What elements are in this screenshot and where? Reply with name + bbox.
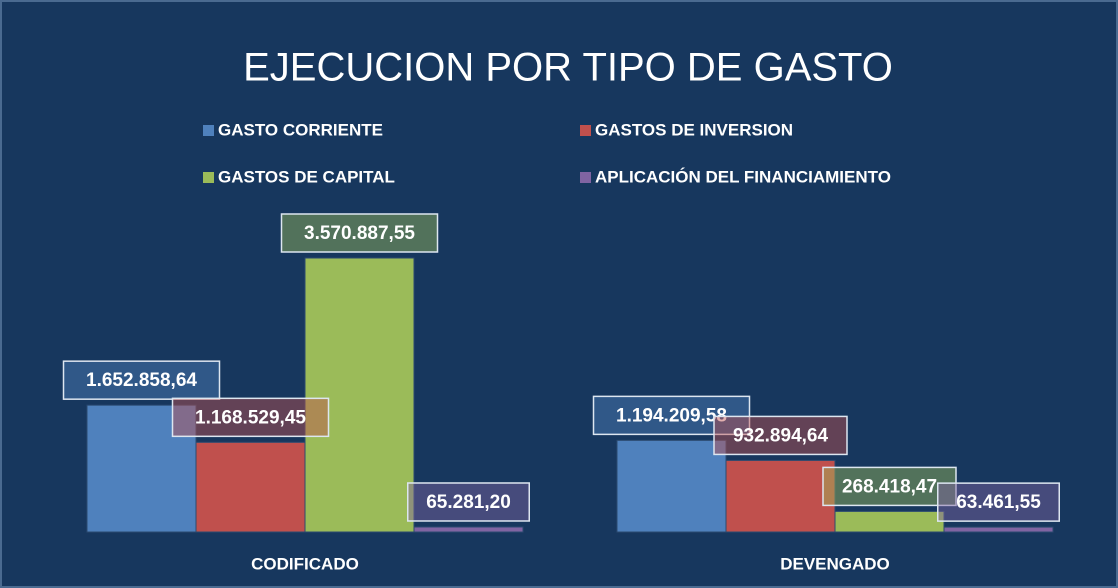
bar <box>725 459 836 533</box>
bar <box>86 404 197 533</box>
bar <box>943 526 1054 533</box>
data-label-box <box>407 482 530 522</box>
data-label-box <box>280 213 439 253</box>
legend-swatch <box>203 125 214 136</box>
data-label: 1.194.209,58 <box>616 405 727 426</box>
bar <box>834 510 945 533</box>
data-label: 63.461,55 <box>956 492 1041 513</box>
bar <box>616 439 727 533</box>
data-label: 1.168.529,45 <box>195 407 306 428</box>
x-tick-label: CODIFICADO <box>251 554 359 573</box>
legend-swatch <box>580 172 591 183</box>
data-label: 1.652.858,64 <box>86 370 197 391</box>
legend-swatch <box>580 125 591 136</box>
chart-title: EJECUCION POR TIPO DE GASTO <box>243 46 893 90</box>
x-tick-label: DEVENGADO <box>780 554 890 573</box>
data-label: 3.570.887,55 <box>304 223 415 244</box>
legend-label: GASTO CORRIENTE <box>218 120 383 139</box>
data-label: 65.281,20 <box>426 492 511 513</box>
bar <box>304 257 415 533</box>
legend-label: GASTOS DE CAPITAL <box>218 167 395 186</box>
data-label-box <box>592 395 751 436</box>
data-label-box <box>713 415 848 456</box>
legend-label: APLICACIÓN DEL FINANCIAMIENTO <box>595 167 891 186</box>
data-label: 268.418,47 <box>842 476 937 497</box>
data-label-box <box>822 466 957 507</box>
data-label-box <box>62 360 221 400</box>
bar <box>413 526 524 533</box>
bar <box>195 441 306 533</box>
data-label: 932.894,64 <box>733 425 829 446</box>
legend-swatch <box>203 172 214 183</box>
legend-label: GASTOS DE INVERSION <box>595 120 793 139</box>
data-label-box <box>937 482 1060 522</box>
data-label-box <box>171 397 330 438</box>
